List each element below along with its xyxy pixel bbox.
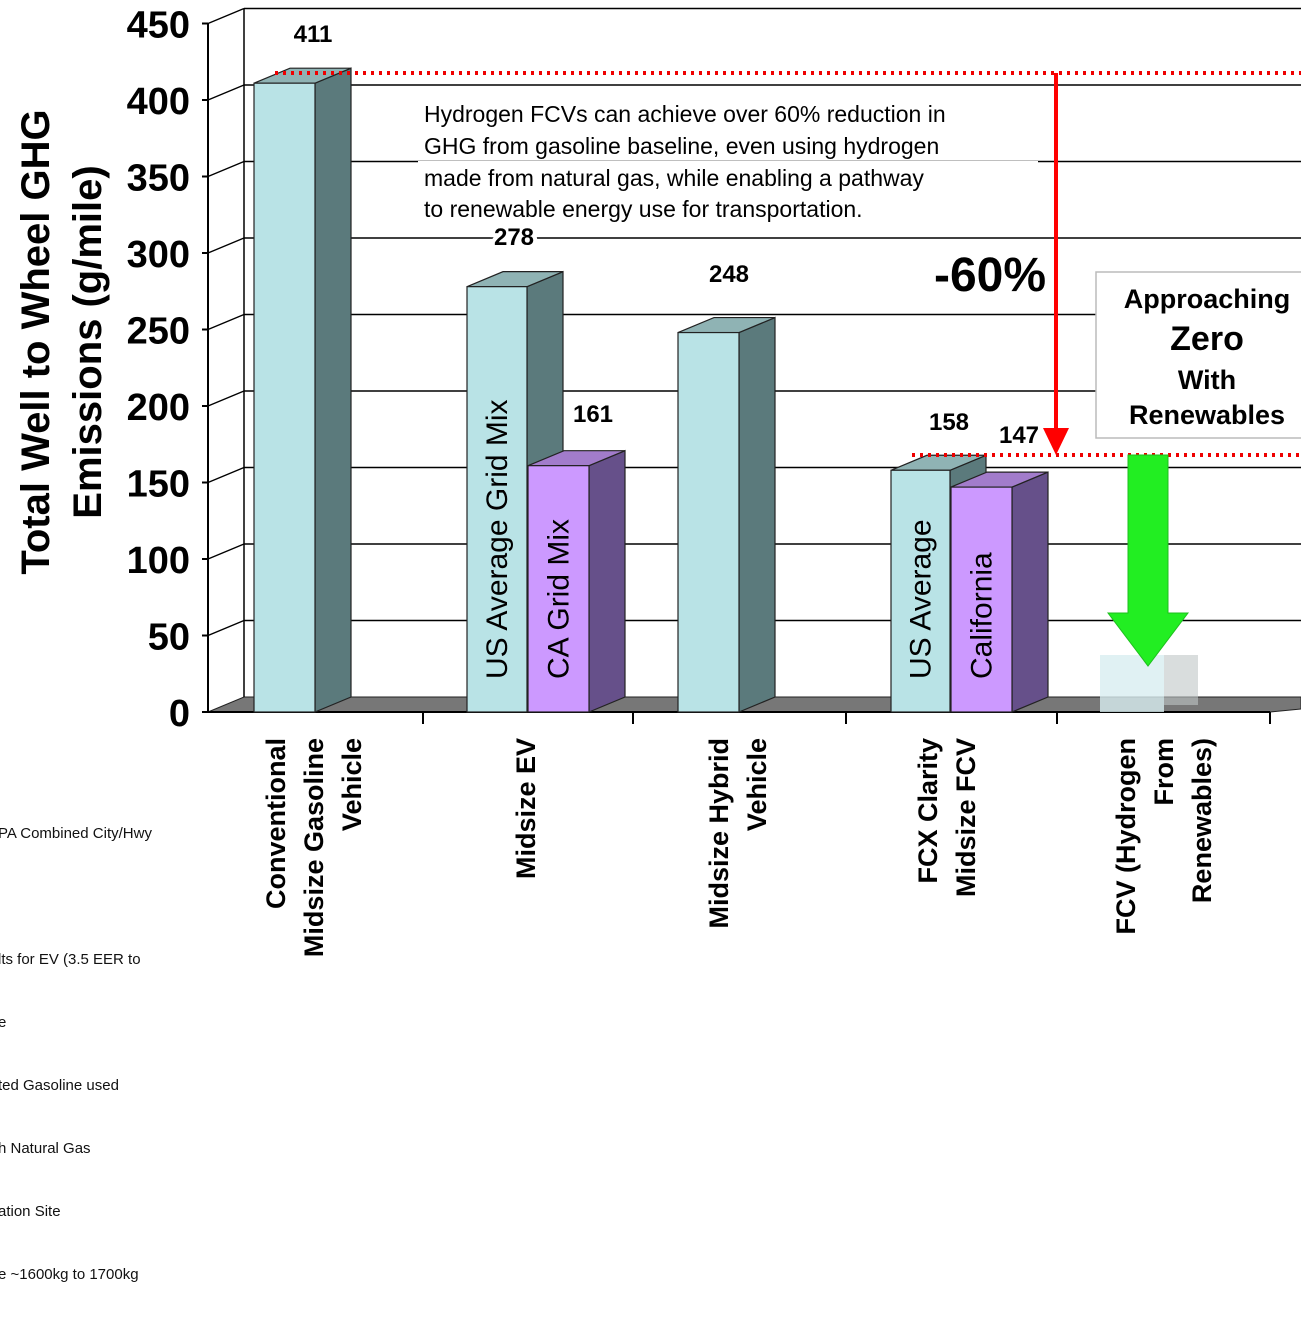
category-label: From	[1149, 738, 1179, 806]
category-label: Midsize Gasoline	[299, 738, 329, 957]
y-tick-label: 50	[148, 617, 190, 659]
category-label: Vehicle	[337, 738, 367, 831]
footnote-line: ted Gasoline used	[0, 1077, 119, 1094]
footnote-line: h Natural Gas	[0, 1140, 91, 1157]
data-label: 248	[709, 261, 749, 288]
gridline-side	[207, 237, 245, 254]
footnote-line: lts for EV (3.5 EER to	[0, 951, 141, 968]
annotation-background	[418, 192, 1038, 223]
category-label: Midsize EV	[511, 738, 541, 879]
data-label: 147	[999, 422, 1039, 449]
footnote-line: e ~1600kg to 1700kg	[0, 1266, 139, 1283]
gridline-side	[207, 160, 245, 178]
bar-inner-label: US Average	[905, 519, 938, 679]
gridline-side	[207, 7, 245, 25]
category-label: Renewables)	[1187, 738, 1217, 903]
category-label: Conventional	[261, 738, 291, 909]
annotation-text: GHG from gasoline baseline, even using h…	[424, 133, 939, 159]
footnote-line: PA Combined City/Hwy	[0, 825, 152, 842]
bar	[890, 469, 951, 713]
callout-text: Zero	[1170, 320, 1244, 358]
y-axis-label: Emissions (g/mile)	[66, 165, 110, 518]
annotation-background	[418, 161, 1038, 192]
y-tick-label: 300	[127, 234, 190, 276]
renewable-bar-ghost-side	[1164, 655, 1198, 705]
bar	[527, 465, 590, 713]
gridline-side	[207, 313, 245, 331]
bar	[950, 486, 1013, 713]
category-label: Midsize Hybrid	[704, 738, 734, 929]
annotation-background	[418, 129, 1038, 160]
y-tick-label: 400	[127, 81, 190, 123]
bar-inner-label: CA Grid Mix	[543, 519, 576, 679]
data-label: 278	[494, 224, 534, 251]
data-label: 158	[929, 409, 969, 436]
reduction-percent-label: -60%	[934, 249, 1046, 302]
renewable-arrow	[1106, 454, 1190, 667]
gridline-side	[207, 466, 245, 484]
footnotes: PA Combined City/Hwy lts for EV (3.5 EER…	[0, 781, 152, 1327]
renewable-bar-ghost	[1100, 655, 1164, 712]
chart-svg: 0 50 100 150 200 250 300 350 400 450 Total Well to…	[14, 5, 1301, 957]
bar-side	[314, 67, 352, 713]
annotation-text: Hydrogen FCVs can achieve over 60% reduc…	[424, 101, 946, 127]
callout-text: Renewables	[1129, 400, 1285, 430]
callout-text: With	[1178, 365, 1236, 395]
gridline-side	[207, 543, 245, 560]
y-tick-label: 100	[127, 540, 190, 582]
category-label: FCX Clarity	[913, 738, 943, 884]
annotation-text: made from natural gas, while enabling a …	[424, 165, 924, 191]
renewables-callout-box	[1095, 271, 1301, 439]
footnote-line: e	[0, 1014, 7, 1031]
y-tick-label: 200	[127, 387, 190, 429]
data-label: 161	[573, 401, 613, 428]
y-tick-label: 250	[127, 311, 190, 353]
bar	[677, 331, 740, 713]
annotation-background	[418, 97, 1038, 128]
category-label: Vehicle	[742, 738, 772, 831]
callout-text: Approaching	[1124, 284, 1291, 314]
bar	[466, 286, 528, 713]
bar	[253, 82, 316, 713]
footnote-line	[0, 886, 152, 907]
y-tick-label: 0	[169, 693, 190, 735]
gridline-side	[207, 84, 245, 101]
bar-side	[738, 316, 776, 713]
bar-side	[588, 449, 626, 713]
y-tick-label: 150	[127, 464, 190, 506]
footnote-line: ation Site	[0, 1203, 61, 1220]
category-label: Midsize FCV	[951, 738, 981, 897]
data-label: 411	[294, 21, 333, 48]
annotation-text: to renewable energy use for transportati…	[424, 196, 863, 222]
y-tick-label: 350	[127, 158, 190, 200]
bar-side	[1011, 471, 1049, 713]
y-tick-label: 450	[127, 5, 190, 47]
gridline-side	[207, 619, 245, 637]
chart-figure: 0 50 100 150 200 250 300 350 400 450 Total Well to…	[0, 5, 1301, 1283]
category-label: FCV (Hydrogen	[1111, 738, 1141, 935]
bar-inner-label: US Average Grid Mix	[481, 399, 514, 679]
y-axis-label: Total Well to Wheel GHG	[14, 109, 58, 574]
bar-inner-label: California	[966, 552, 999, 679]
gridline-side	[207, 390, 245, 407]
reduction-arrow-head	[1043, 428, 1069, 455]
